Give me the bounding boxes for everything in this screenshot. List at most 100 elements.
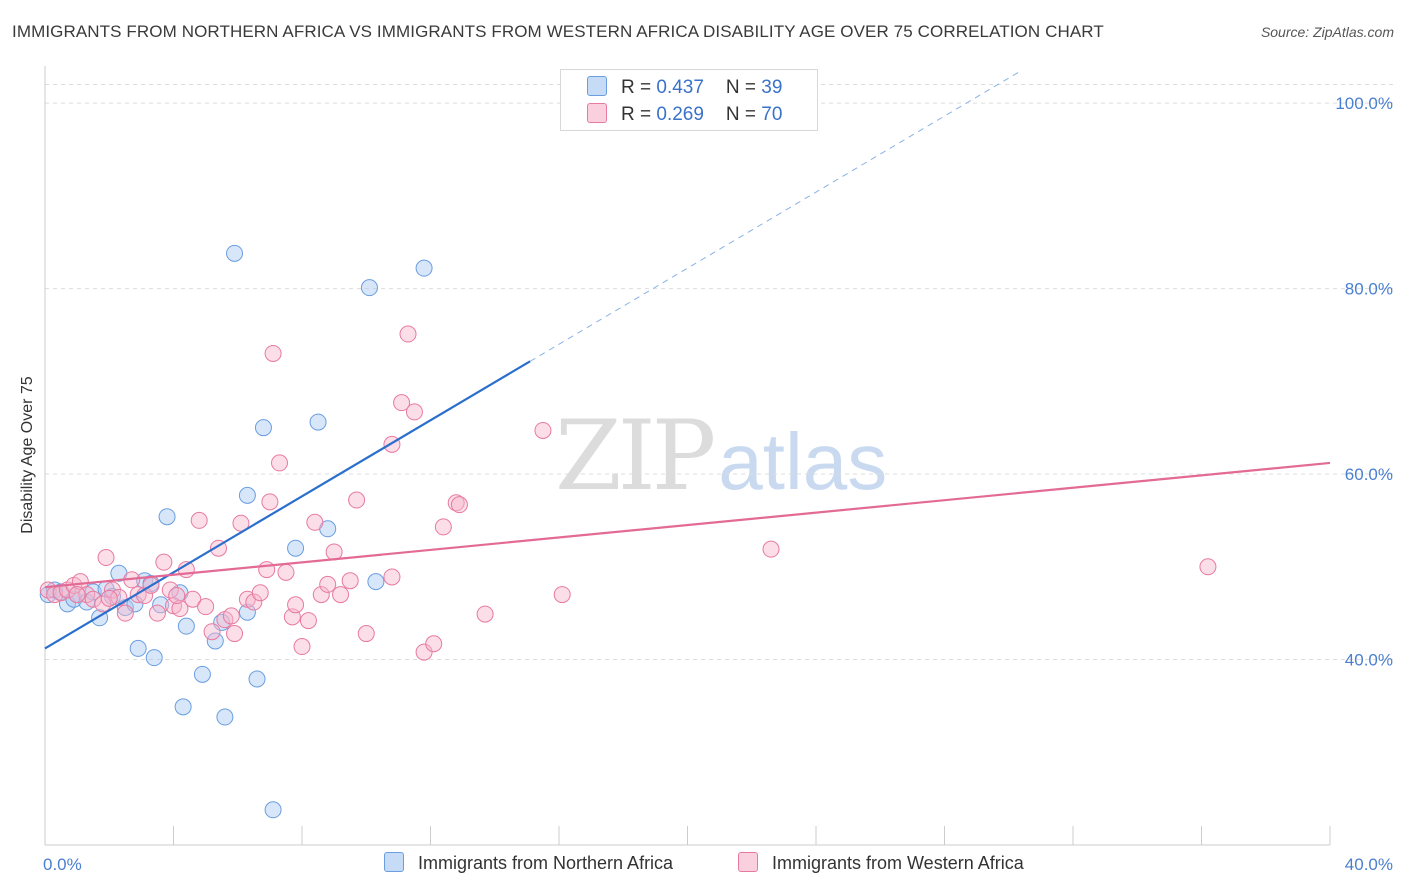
legend-swatch-northern <box>587 76 607 96</box>
legend-r-label: R = <box>621 77 657 98</box>
northern-africa-point <box>145 649 163 667</box>
western-africa-point <box>399 325 417 343</box>
grid-lines <box>45 84 1395 661</box>
northern-africa-point <box>309 413 327 431</box>
northern-africa-trend-line <box>44 360 531 650</box>
axes <box>44 66 1331 846</box>
series-legend-western: Immigrants from Western Africa <box>738 852 1024 874</box>
western-africa-point <box>277 563 295 581</box>
legend-n-value: 70 <box>761 104 783 125</box>
watermark-zip: ZIP <box>555 400 716 512</box>
western-africa-point <box>116 604 134 622</box>
data-points <box>39 244 1217 819</box>
western-africa-trend-line <box>44 461 1331 589</box>
northern-africa-point <box>238 486 256 504</box>
western-africa-point <box>332 586 350 604</box>
western-africa-point <box>293 638 311 656</box>
western-africa-point <box>425 635 443 653</box>
northern-africa-point <box>360 279 378 297</box>
northern-africa-point <box>238 603 256 621</box>
watermark-atlas: atlas <box>718 417 888 506</box>
western-africa-point <box>97 549 115 567</box>
western-africa-point <box>434 518 452 536</box>
western-africa-point <box>245 593 263 611</box>
western-africa-point <box>450 496 468 514</box>
western-africa-point <box>148 604 166 622</box>
western-africa-point <box>306 513 324 531</box>
western-africa-point <box>299 612 317 630</box>
northern-africa-point <box>177 617 195 635</box>
correlation-legend: R = 0.437 N = 39 R = 0.269 N = 70 <box>560 69 818 131</box>
western-africa-point <box>264 344 282 362</box>
northern-africa-point <box>193 665 211 683</box>
western-africa-point <box>762 540 780 558</box>
western-africa-point <box>534 421 552 439</box>
western-africa-point <box>222 607 240 625</box>
legend-row-northern: R = 0.437 N = 39 <box>587 76 782 98</box>
western-africa-point <box>258 561 276 579</box>
western-africa-point <box>171 600 189 618</box>
y-tick-label: 40.0% <box>1345 651 1393 670</box>
western-africa-point <box>476 605 494 623</box>
northern-africa-point <box>226 244 244 262</box>
western-africa-point <box>155 553 173 571</box>
tick-labels: 40.0% 60.0% 80.0% 100.0% 0.0% 40.0% <box>43 94 1393 874</box>
series-legend-northern: Immigrants from Northern Africa <box>384 852 673 874</box>
trend-lines <box>44 70 1331 650</box>
legend-n-label: N = <box>725 77 762 98</box>
western-africa-point <box>190 511 208 529</box>
northern-africa-point <box>415 259 433 277</box>
northern-africa-point <box>367 573 385 591</box>
series-swatch-western <box>738 852 758 872</box>
legend-n-value: 39 <box>761 77 783 98</box>
northern-africa-trend-extension <box>529 70 1022 362</box>
western-africa-point <box>383 568 401 586</box>
legend-r-value: 0.269 <box>656 104 704 125</box>
northern-africa-point <box>174 698 192 716</box>
western-africa-point <box>341 572 359 590</box>
western-africa-point <box>348 491 366 509</box>
y-tick-label: 100.0% <box>1335 94 1393 113</box>
western-africa-point <box>393 394 411 412</box>
northern-africa-point <box>206 632 224 650</box>
western-africa-point <box>325 543 343 561</box>
western-africa-point <box>319 575 337 593</box>
western-africa-point <box>415 643 433 661</box>
western-africa-point <box>251 584 269 602</box>
western-africa-point <box>287 596 305 614</box>
series-legend: Immigrants from Northern Africa Immigran… <box>0 852 1406 876</box>
northern-africa-point <box>158 508 176 526</box>
series-label-western: Immigrants from Western Africa <box>772 853 1024 873</box>
western-africa-point <box>1199 558 1217 576</box>
y-tick-label: 60.0% <box>1345 465 1393 484</box>
chart-title: IMMIGRANTS FROM NORTHERN AFRICA VS IMMIG… <box>12 22 1104 41</box>
northern-africa-point <box>216 708 234 726</box>
western-africa-point <box>100 589 118 607</box>
series-swatch-northern <box>384 852 404 872</box>
watermark: ZIPatlas <box>555 400 887 512</box>
legend-r-label: R = <box>621 104 657 125</box>
northern-africa-point <box>287 539 305 557</box>
legend-r-value: 0.437 <box>656 77 704 98</box>
western-africa-point <box>312 586 330 604</box>
x-tick-label: 40.0% <box>1345 855 1393 874</box>
northern-africa-point <box>129 639 147 657</box>
x-tick-label: 0.0% <box>43 855 82 874</box>
western-africa-point <box>357 625 375 643</box>
western-africa-point <box>184 590 202 608</box>
western-africa-point <box>197 598 215 616</box>
western-africa-point <box>405 403 423 421</box>
western-africa-point <box>68 586 86 604</box>
series-label-northern: Immigrants from Northern Africa <box>418 853 674 873</box>
northern-africa-point <box>254 419 272 437</box>
northern-africa-point <box>264 801 282 819</box>
western-africa-point <box>203 623 221 641</box>
western-africa-point <box>261 493 279 511</box>
legend-swatch-western <box>587 103 607 123</box>
northern-africa-point <box>248 670 266 688</box>
legend-n-label: N = <box>725 104 762 125</box>
legend-row-western: R = 0.269 N = 70 <box>587 103 782 125</box>
source-credit: Source: ZipAtlas.com <box>1260 24 1394 40</box>
western-africa-point <box>226 625 244 643</box>
